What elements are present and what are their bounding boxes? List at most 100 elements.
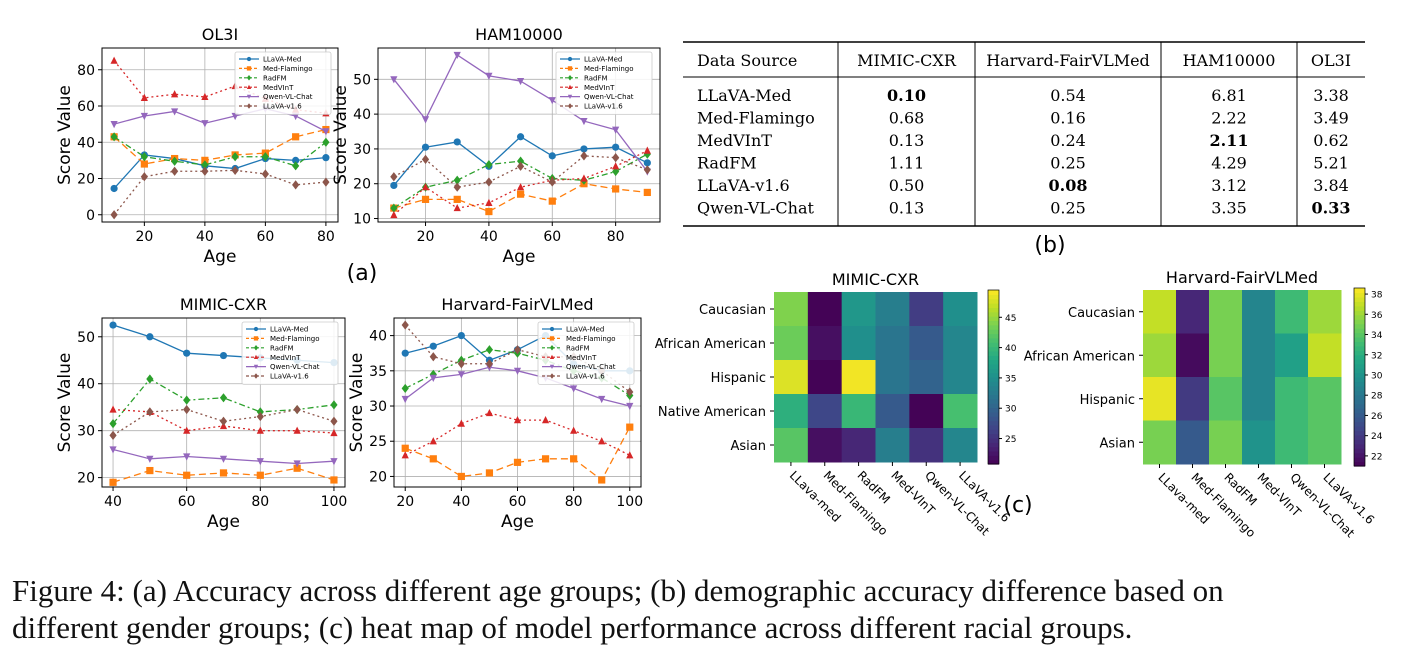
colorbar-segment — [988, 320, 999, 325]
panel-label-b: (b) — [1034, 233, 1065, 258]
heatmap-cell — [1143, 290, 1177, 334]
data-point-llava-v1.6 — [294, 405, 301, 414]
data-point-med-flamingo — [109, 479, 116, 486]
data-point-radfm — [322, 138, 329, 147]
data-point-llava-v1.6 — [580, 151, 587, 160]
data-point-llava-med — [402, 350, 409, 357]
colorbar-segment — [988, 360, 999, 365]
table-cell: 0.50 — [889, 176, 925, 195]
heatmap-cell — [842, 428, 876, 463]
legend-marker-llava-med — [254, 327, 258, 331]
data-point-med-flamingo — [458, 473, 465, 480]
table-cell: 0.13 — [889, 131, 925, 150]
colorbar-segment — [1354, 373, 1365, 378]
table-header-cell: OL3I — [1311, 51, 1351, 70]
y-tick-label: 60 — [77, 99, 95, 115]
heatmap-cell — [909, 394, 943, 429]
colorbar-segment — [1354, 288, 1365, 293]
chart-title: HAM10000 — [475, 25, 563, 44]
data-point-llava-v1.6 — [262, 169, 269, 178]
table-cell: 0.54 — [1050, 86, 1086, 105]
y-tick-label: 25 — [369, 434, 387, 450]
data-point-med-flamingo — [183, 472, 190, 479]
data-point-llava-med — [183, 350, 190, 357]
x-tick-label: 60 — [178, 494, 196, 510]
table-cell: 1.11 — [889, 154, 925, 173]
legend-label-qwen-vl-chat: Qwen-VL-Chat — [263, 93, 313, 101]
heatmap-cell — [1242, 290, 1276, 334]
heatmap-cell — [1176, 334, 1210, 378]
colorbar-segment — [1354, 404, 1365, 409]
legend-label-llava-v1.6: LLaVA-v1.6 — [566, 373, 605, 381]
colorbar-segment — [988, 325, 999, 330]
colorbar-segment — [1354, 346, 1365, 351]
colorbar-segment — [1354, 315, 1365, 320]
colorbar-segment — [1354, 319, 1365, 324]
colorbar-tick-label: 38 — [1371, 291, 1383, 301]
colorbar-segment — [988, 442, 999, 447]
legend-label-qwen-vl-chat: Qwen-VL-Chat — [584, 93, 634, 101]
data-point-med-flamingo — [514, 459, 521, 466]
table-header-cell: Data Source — [697, 51, 797, 70]
heatmap-cell — [1308, 334, 1342, 378]
data-point-llava-v1.6 — [141, 172, 148, 181]
x-axis-label: Age — [204, 247, 237, 267]
row-label: Hispanic — [711, 371, 766, 386]
data-point-llava-med — [422, 144, 429, 151]
data-point-med-flamingo — [430, 455, 437, 462]
heatmap-cell — [842, 292, 876, 327]
colorbar-segment — [1354, 292, 1365, 297]
data-point-medvint — [330, 429, 337, 436]
colorbar-segment — [1354, 337, 1365, 342]
heatmap-cell — [1242, 334, 1276, 378]
chart-title: Harvard-FairVLMed — [441, 295, 593, 314]
colorbar-segment — [1354, 413, 1365, 418]
colorbar-tick-label: 45 — [1005, 314, 1016, 324]
data-point-llava-v1.6 — [485, 177, 492, 186]
colorbar-segment — [988, 425, 999, 430]
heatmap-cell — [1209, 334, 1243, 378]
heatmap-cell — [943, 326, 977, 361]
x-tick-label: 20 — [135, 229, 153, 245]
data-point-medvint — [390, 211, 397, 218]
colorbar-segment — [988, 368, 999, 373]
colorbar-segment — [1354, 381, 1365, 386]
colorbar-segment — [988, 316, 999, 321]
data-point-med-flamingo — [570, 455, 577, 462]
legend-label-medvint: MedVInT — [270, 354, 301, 362]
data-point-qwen-vl-chat — [430, 375, 437, 382]
legend-marker-med-flamingo — [247, 66, 251, 70]
data-point-llava-med — [220, 352, 227, 359]
row-label: Asian — [731, 439, 766, 454]
legend-label-qwen-vl-chat: Qwen-VL-Chat — [566, 363, 616, 371]
data-point-medvint — [580, 174, 587, 181]
table-row-label: LLaVA-Med — [697, 86, 791, 105]
legend-label-llava-v1.6: LLaVA-v1.6 — [263, 103, 302, 111]
x-tick-label: 60 — [509, 494, 527, 510]
heatmap-cell — [1242, 421, 1276, 465]
heatmap-cell — [1143, 377, 1177, 421]
data-point-med-flamingo — [146, 467, 153, 474]
data-point-llava-v1.6 — [257, 412, 264, 421]
legend-label-radfm: RadFM — [270, 344, 294, 352]
data-point-medvint — [109, 405, 116, 412]
heatmap-title: Harvard-FairVLMed — [1166, 268, 1318, 287]
legend-label-qwen-vl-chat: Qwen-VL-Chat — [270, 363, 320, 371]
data-point-llava-med — [458, 332, 465, 339]
heatmap-cell — [876, 360, 910, 395]
data-point-med-flamingo — [598, 476, 605, 483]
legend-label-radfm: RadFM — [566, 344, 590, 352]
y-tick-label: 50 — [77, 330, 95, 346]
data-point-radfm — [486, 345, 493, 354]
colorbar-segment — [1354, 355, 1365, 360]
data-point-llava-v1.6 — [171, 167, 178, 176]
x-tick-label: 60 — [543, 229, 561, 245]
data-point-radfm — [183, 396, 190, 405]
heatmap-cell — [1275, 421, 1309, 465]
colorbar-segment — [1354, 350, 1365, 355]
results-table: Data Source MIMIC-CXR Harvard-FairVLMed HAM… — [683, 42, 1365, 226]
data-point-qwen-vl-chat — [422, 116, 429, 123]
heatmap-cell — [909, 292, 943, 327]
y-tick-label: 35 — [369, 364, 387, 380]
legend-marker-llava-med — [550, 327, 554, 331]
